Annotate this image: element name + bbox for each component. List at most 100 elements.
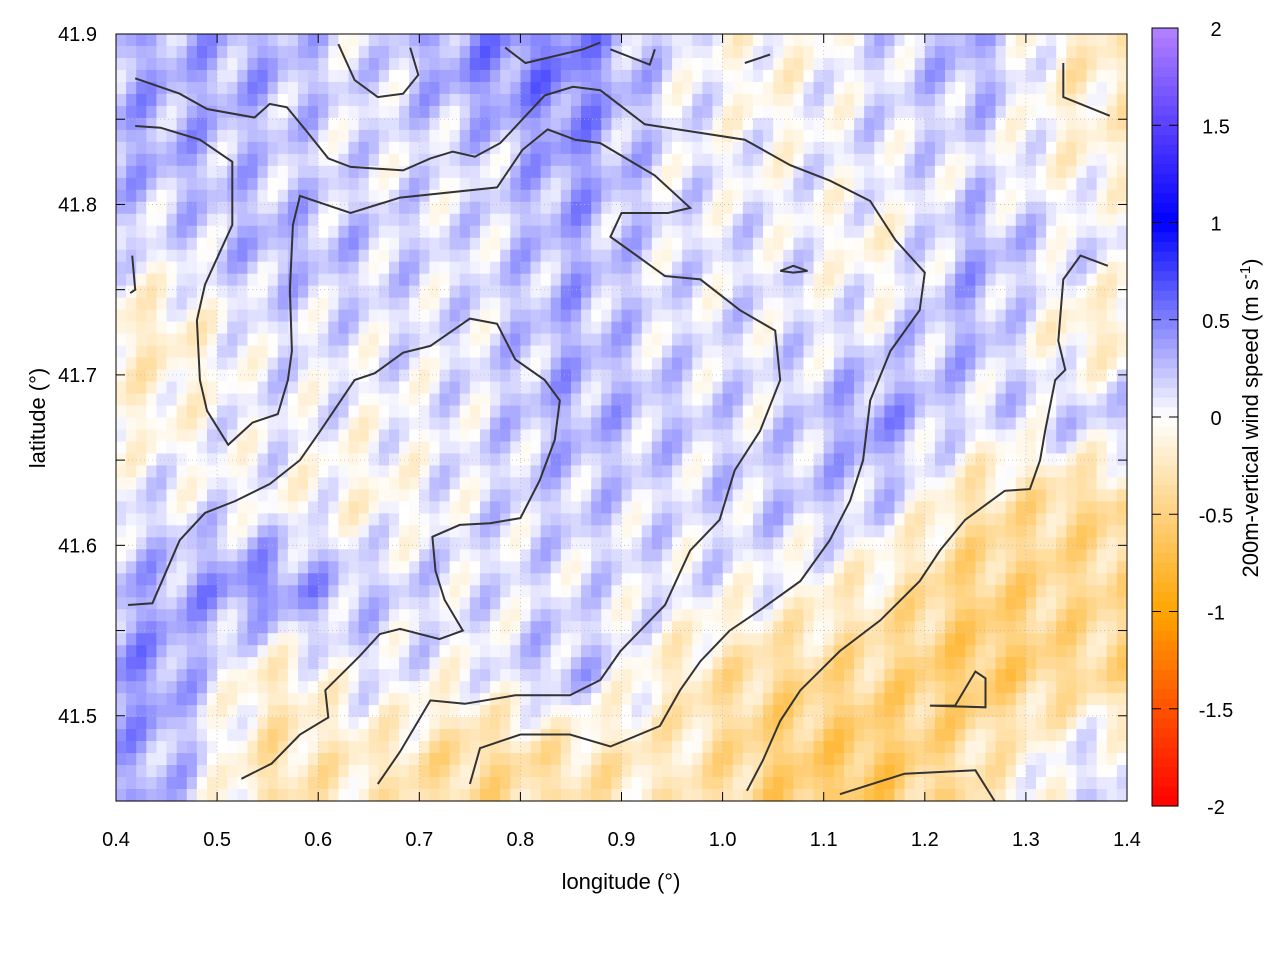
heatmap-cell	[854, 153, 865, 167]
heatmap-cell	[813, 141, 825, 155]
heatmap-cell	[631, 165, 643, 179]
heatmap-cell	[388, 201, 400, 215]
heatmap-cell	[196, 429, 208, 443]
heatmap-cell	[500, 417, 511, 431]
heatmap-cell	[429, 429, 441, 443]
heatmap-cell	[692, 225, 703, 239]
heatmap-cell	[338, 513, 350, 526]
heatmap-cell	[217, 213, 228, 227]
heatmap-cell	[510, 525, 521, 538]
heatmap-cell	[894, 513, 906, 526]
heatmap-cell	[287, 585, 299, 598]
heatmap-cell	[934, 489, 946, 502]
heatmap-cell	[1106, 249, 1118, 263]
heatmap-cell	[378, 129, 390, 143]
heatmap-cell	[368, 309, 380, 323]
heatmap-cell	[116, 285, 127, 299]
heatmap-cell	[237, 477, 249, 490]
heatmap-cell	[247, 501, 259, 514]
heatmap-cell	[136, 105, 147, 119]
heatmap-cell	[166, 477, 178, 490]
heatmap-cell	[439, 225, 451, 239]
heatmap-cell	[570, 621, 582, 634]
heatmap-cell	[358, 345, 370, 359]
heatmap-cell	[257, 285, 269, 299]
heatmap-cell	[1015, 597, 1027, 610]
heatmap-cell	[945, 417, 956, 431]
heatmap-cell	[206, 573, 218, 586]
heatmap-cell	[955, 34, 966, 47]
heatmap-cell	[439, 165, 451, 179]
heatmap-cell	[1015, 489, 1027, 502]
heatmap-cell	[894, 333, 906, 347]
heatmap-cell	[773, 177, 784, 191]
heatmap-cell	[287, 57, 299, 71]
heatmap-cell	[126, 93, 137, 107]
heatmap-cell	[196, 165, 208, 179]
heatmap-cell	[409, 69, 420, 83]
heatmap-cell	[773, 549, 784, 562]
heatmap-cell	[763, 513, 774, 526]
heatmap-cell	[328, 441, 340, 455]
heatmap-cell	[712, 57, 724, 71]
heatmap-cell	[227, 34, 238, 47]
heatmap-cell	[651, 477, 663, 490]
heatmap-cell	[864, 549, 875, 562]
heatmap-cell	[1036, 189, 1047, 203]
heatmap-cell	[763, 501, 774, 514]
heatmap-cell	[924, 609, 936, 622]
heatmap-cell	[540, 441, 552, 455]
heatmap-cell	[156, 177, 168, 191]
heatmap-cell	[469, 609, 481, 622]
heatmap-cell	[388, 225, 400, 239]
heatmap-cell	[1086, 369, 1098, 383]
heatmap-cell	[924, 549, 936, 562]
heatmap-cell	[773, 573, 784, 586]
heatmap-cell	[358, 333, 370, 347]
heatmap-cell	[631, 357, 643, 371]
heatmap-cell	[995, 357, 1007, 371]
heatmap-cell	[308, 609, 319, 622]
heatmap-cell	[763, 34, 774, 47]
heatmap-cell	[975, 261, 987, 275]
heatmap-cell	[176, 165, 188, 179]
heatmap-cell	[581, 105, 592, 119]
heatmap-cell	[287, 105, 299, 119]
heatmap-cell	[348, 285, 360, 299]
heatmap-cell	[1056, 225, 1067, 239]
heatmap-cell	[166, 309, 178, 323]
heatmap-cell	[146, 609, 158, 622]
heatmap-cell	[843, 81, 855, 95]
heatmap-cell	[287, 189, 299, 203]
heatmap-cell	[297, 321, 309, 335]
heatmap-cell	[661, 549, 673, 562]
heatmap-cell	[874, 129, 885, 143]
heatmap-cell	[338, 213, 350, 227]
heatmap-cell	[621, 81, 633, 95]
heatmap-cell	[924, 405, 936, 419]
heatmap-cell	[267, 333, 279, 347]
heatmap-cell	[1066, 405, 1078, 419]
heatmap-cell	[975, 105, 987, 119]
heatmap-cell	[793, 165, 805, 179]
heatmap-cell	[136, 321, 147, 335]
heatmap-cell	[702, 309, 714, 323]
heatmap-cell	[308, 513, 319, 526]
heatmap-cell	[570, 609, 582, 622]
heatmap-cell	[833, 141, 845, 155]
heatmap-cell	[348, 501, 360, 514]
heatmap-cell	[995, 69, 1007, 83]
heatmap-cell	[591, 477, 602, 490]
heatmap-cell	[702, 585, 714, 598]
heatmap-cell	[904, 237, 916, 251]
heatmap-cell	[257, 129, 269, 143]
heatmap-cell	[378, 585, 390, 598]
heatmap-cell	[874, 537, 885, 550]
heatmap-cell	[752, 237, 764, 251]
heatmap-cell	[924, 273, 936, 287]
heatmap-cell	[1086, 261, 1098, 275]
heatmap-cell	[874, 165, 885, 179]
heatmap-cell	[661, 309, 673, 323]
heatmap-cell	[328, 309, 340, 323]
heatmap-cell	[1005, 285, 1017, 299]
